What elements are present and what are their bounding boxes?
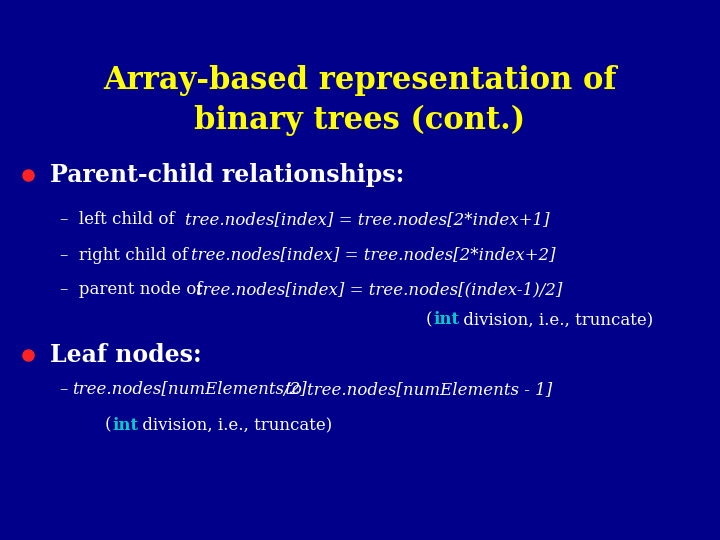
Text: int: int — [433, 312, 459, 328]
Text: int: int — [112, 416, 138, 434]
Text: to: to — [280, 381, 307, 399]
Text: tree.nodes[index] = tree.nodes[2*index+1]: tree.nodes[index] = tree.nodes[2*index+1… — [185, 212, 549, 228]
Text: binary trees (cont.): binary trees (cont.) — [194, 104, 526, 136]
Text: –  right child of: – right child of — [60, 246, 193, 264]
Text: –: – — [60, 381, 79, 399]
Text: tree.nodes[numElements/2]: tree.nodes[numElements/2] — [72, 381, 307, 399]
Text: Array-based representation of: Array-based representation of — [103, 64, 617, 96]
Text: Leaf nodes:: Leaf nodes: — [50, 343, 202, 367]
Text: tree.nodes[index] = tree.nodes[(index-1)/2]: tree.nodes[index] = tree.nodes[(index-1)… — [196, 281, 562, 299]
Text: Parent-child relationships:: Parent-child relationships: — [50, 163, 404, 187]
Text: (: ( — [426, 312, 433, 328]
Text: division, i.e., truncate): division, i.e., truncate) — [137, 416, 332, 434]
Text: (: ( — [105, 416, 112, 434]
Text: –  left child of: – left child of — [60, 212, 180, 228]
Text: tree.nodes[index] = tree.nodes[2*index+2]: tree.nodes[index] = tree.nodes[2*index+2… — [191, 246, 556, 264]
Text: tree.nodes[numElements - 1]: tree.nodes[numElements - 1] — [307, 381, 552, 399]
Text: –  parent node of: – parent node of — [60, 281, 208, 299]
Text: division, i.e., truncate): division, i.e., truncate) — [458, 312, 653, 328]
